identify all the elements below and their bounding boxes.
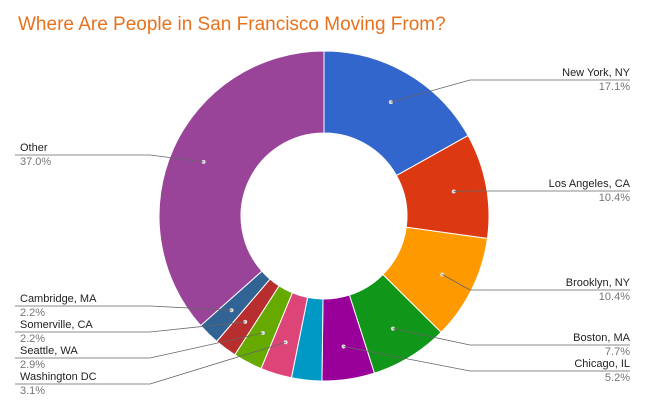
label-other: Other [20,142,48,154]
value-label-cambridge-ma: 2.2% [20,307,45,319]
value-label-other: 37.0% [20,156,51,168]
leader-line-new-york-ny [390,79,630,103]
label-brooklyn-ny: Brooklyn, NY [566,277,631,289]
label-seattle-wa: Seattle, WA [20,345,78,357]
slice-other [158,50,325,327]
value-label-somerville-ca: 2.2% [20,333,45,345]
value-label-chicago-il: 5.2% [605,372,630,384]
slice-new-york-ny [323,50,469,177]
leader-line-other [15,154,204,163]
donut-slices [158,50,490,382]
label-somerville-ca: Somerville, CA [20,319,93,331]
chart-title: Where Are People in San Francisco Moving… [18,14,446,35]
value-label-washington-dc: 3.1% [20,385,45,397]
leader-line-boston-ma [392,328,630,346]
leader-line-chicago-il [343,346,630,372]
label-cambridge-ma: Cambridge, MA [20,293,97,305]
label-chicago-il: Chicago, IL [574,358,630,370]
label-leader-lines [15,79,630,385]
label-boston-ma: Boston, MA [573,332,631,344]
value-label-los-angeles-ca: 10.4% [599,192,630,204]
value-label-new-york-ny: 17.1% [599,81,630,93]
value-label-seattle-wa: 2.9% [20,359,45,371]
value-label-brooklyn-ny: 10.4% [599,291,630,303]
slice-labels: New York, NY 17.1% Los Angeles, CA 10.4% Bro… [20,67,631,397]
label-new-york-ny: New York, NY [562,67,631,79]
leader-line-washington-dc [15,341,286,385]
leader-line-brooklyn-ny [442,274,630,291]
label-washington-dc: Washington DC [20,371,97,383]
leader-line-somerville-ca [15,321,246,333]
leader-line-seattle-wa [15,332,263,359]
label-los-angeles-ca: Los Angeles, CA [549,178,631,190]
leader-line-cambridge-ma [15,305,232,311]
leader-line-los-angeles-ca [453,190,630,192]
value-label-boston-ma: 7.7% [605,346,630,358]
